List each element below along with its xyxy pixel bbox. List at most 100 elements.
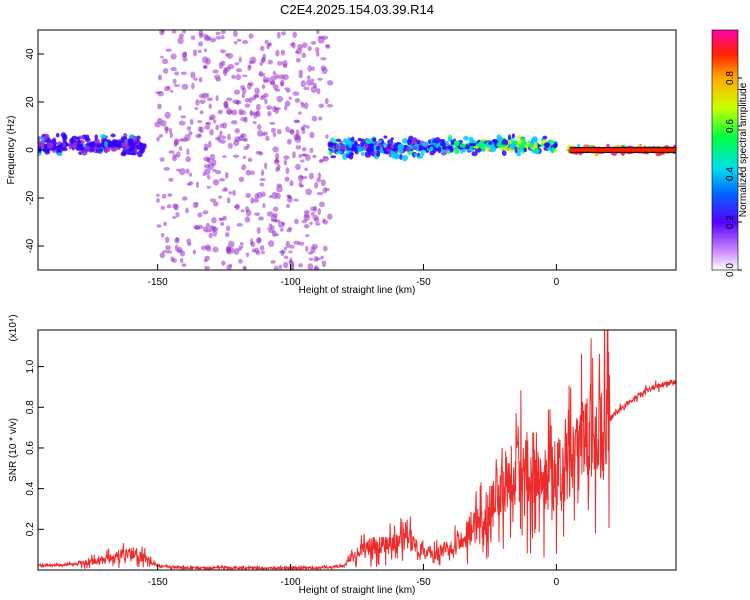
spectrogram-cell <box>231 74 236 80</box>
spectrogram-cell <box>310 78 315 82</box>
spectrogram-cell <box>165 244 171 251</box>
spectrogram-cell <box>90 141 96 148</box>
spectrogram-cell <box>390 144 394 148</box>
spectrogram-cell <box>170 256 175 262</box>
spectrogram-cell <box>218 217 223 221</box>
spectrogram-cell <box>162 249 167 254</box>
spectrogram-cell <box>195 181 200 188</box>
spectrogram-cell <box>259 177 266 182</box>
spectrogram-cell <box>215 124 220 131</box>
spectrogram-cell <box>238 176 245 183</box>
spectrogram-cell <box>256 124 262 130</box>
spectrogram-cell <box>394 152 401 158</box>
spectrogram-cell <box>235 68 243 73</box>
spectrogram-cell <box>211 159 217 167</box>
spectrogram-cell <box>330 155 337 159</box>
spectrogram-cell <box>283 255 289 260</box>
spectrogram-cell <box>272 206 279 212</box>
spectrogram-cell <box>186 238 191 245</box>
spectrogram-cell <box>76 147 82 151</box>
spectrogram-cell <box>316 177 322 183</box>
spectrogram-cell <box>206 157 210 162</box>
spectrogram-cell <box>197 120 203 124</box>
spectrogram-cell <box>533 141 538 149</box>
spectrogram-cell <box>364 151 371 158</box>
spectrogram-cell <box>297 43 303 51</box>
spectrogram-cell <box>432 142 437 146</box>
spectrogram-cell <box>501 139 509 146</box>
spectrogram-cell <box>245 209 252 217</box>
spectrogram-cell <box>523 147 527 152</box>
spectrogram-cell <box>180 115 187 119</box>
spectrogram-cell <box>56 152 63 157</box>
spectrogram-x-label: Height of straight line (km) <box>299 285 416 296</box>
spectrogram-cell <box>38 136 42 141</box>
x-tick-label: -50 <box>416 277 431 288</box>
spectrogram-cell <box>267 240 275 247</box>
spectrogram-cell <box>325 134 329 139</box>
spectrogram-cell <box>294 98 301 103</box>
spectrogram-cell <box>157 103 162 110</box>
spectrogram-cell <box>382 142 388 147</box>
spectrogram-cell <box>212 179 220 186</box>
spectrogram-cell <box>209 153 216 161</box>
spectrogram-cell <box>161 193 167 199</box>
spectrogram-cell <box>168 150 175 154</box>
spectrogram-cell <box>325 44 331 49</box>
spectrogram-cell <box>81 149 88 156</box>
spectrogram-cell <box>138 142 143 150</box>
snr-y-ticks: 0.2 0.4 0.6 0.8 1.0 <box>25 359 44 536</box>
spectrogram-cell <box>272 213 278 218</box>
spectrogram-cell <box>196 224 203 230</box>
spectrogram-cell <box>276 95 284 103</box>
spectrogram-cell <box>136 135 141 141</box>
spectrogram-cell <box>203 143 209 151</box>
spectrogram-cell <box>127 138 134 146</box>
spectrogram-cell <box>305 245 309 252</box>
spectrogram-cell <box>288 96 292 101</box>
chart-title: C2E4.2025.154.03.39.R14 <box>280 2 434 17</box>
spectrogram-cell <box>256 110 261 118</box>
spectrogram-cell <box>309 147 314 154</box>
spectrogram-cell <box>552 143 558 148</box>
spectrogram-cell <box>503 146 509 152</box>
spectrogram-cell <box>159 30 165 36</box>
spectrogram-cell <box>363 143 369 150</box>
spectrogram-cell <box>243 116 248 123</box>
spectrogram-cell <box>264 39 269 45</box>
spectrogram-cell <box>357 137 362 142</box>
spectrogram-cell <box>226 197 231 204</box>
spectrogram-cell <box>239 242 244 246</box>
spectrogram-cell <box>385 148 392 152</box>
spectrogram-cell <box>209 37 217 43</box>
spectrogram-cell <box>401 154 409 162</box>
spectrogram-cell <box>256 237 262 244</box>
spectrogram-cell <box>291 263 295 270</box>
spectrogram-cell <box>372 137 377 142</box>
spectrogram-cell <box>244 98 250 103</box>
spectrogram-cell <box>407 139 412 145</box>
spectrogram-cell <box>172 216 177 219</box>
spectrogram-cell <box>104 140 108 148</box>
spectrogram-cell <box>204 244 211 250</box>
spectrogram-cell <box>232 189 236 197</box>
spectrogram-cell <box>300 102 305 109</box>
spectrogram-cell <box>275 152 280 160</box>
spectrogram-cell <box>124 139 130 144</box>
spectrogram-cell <box>439 138 446 143</box>
colorbar-tick-label: 0.4 <box>725 167 736 181</box>
spectrogram-cell <box>186 125 192 131</box>
spectrogram-cell <box>197 212 203 218</box>
spectrogram-cell <box>496 134 502 140</box>
spectrogram-cell <box>241 39 249 45</box>
spectrogram-cell <box>228 191 232 195</box>
spectrogram-cell <box>266 77 271 83</box>
spectrogram-cell <box>304 167 308 171</box>
spectrogram-cell <box>317 36 325 44</box>
colorbar-tick-label: 0.2 <box>725 215 736 229</box>
spectrogram-cell <box>303 86 310 91</box>
spectrogram-cell <box>413 153 418 157</box>
spectrogram-cell <box>511 133 516 139</box>
x-tick-label: -100 <box>281 277 301 288</box>
spectrogram-cell <box>327 141 334 148</box>
